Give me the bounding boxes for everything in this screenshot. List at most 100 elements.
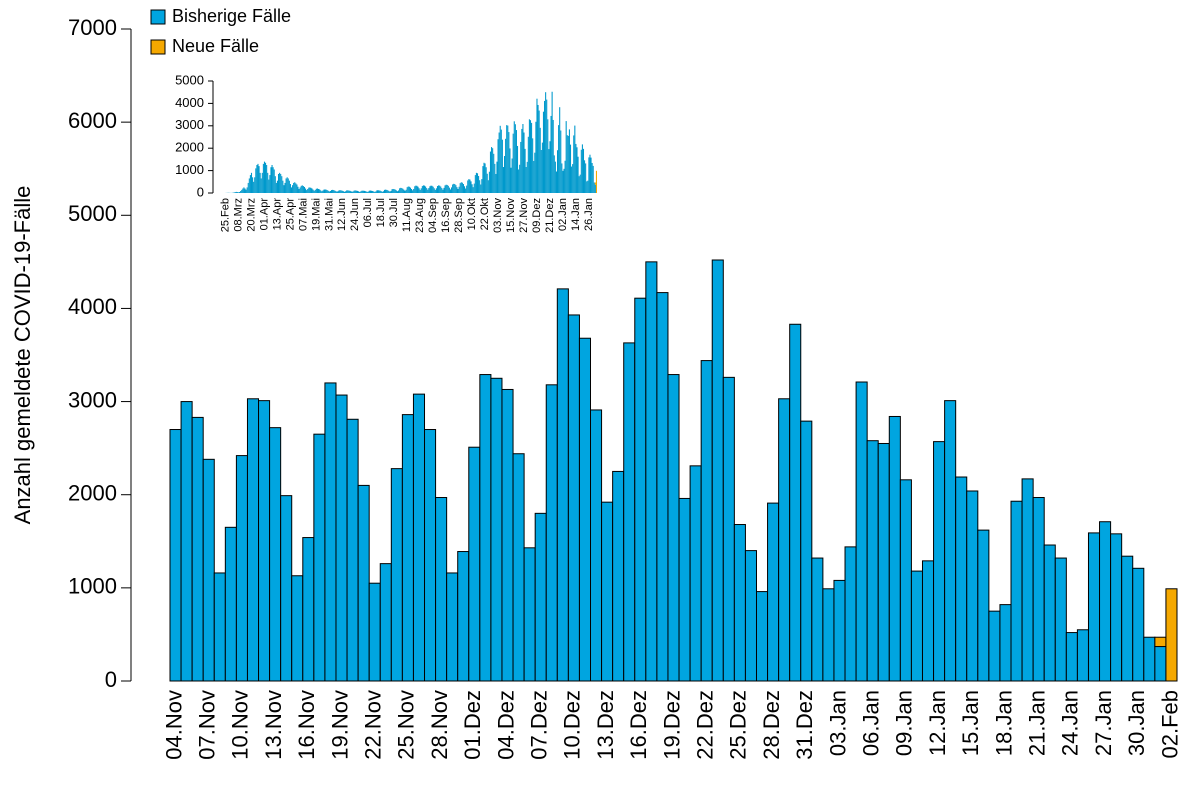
x-tick-label: 23.Aug	[414, 198, 426, 233]
bar	[493, 153, 495, 193]
bar	[435, 497, 448, 682]
x-tick-label: 19.Nov	[327, 690, 352, 760]
bar	[569, 144, 572, 193]
bar	[1021, 478, 1034, 682]
bar	[744, 550, 757, 682]
x-tick-label: 01.Dez	[460, 690, 485, 760]
bar	[355, 190, 357, 193]
bar	[700, 360, 713, 682]
bar	[368, 190, 370, 193]
bar	[293, 182, 295, 193]
bar	[255, 168, 257, 193]
bar	[399, 188, 401, 193]
bar	[268, 179, 270, 193]
x-tick-label: 16.Sep	[440, 198, 452, 233]
bar	[191, 416, 204, 682]
x-tick-label: 10.Nov	[228, 690, 253, 760]
bar	[556, 288, 569, 682]
bar	[431, 185, 433, 193]
bar	[580, 149, 582, 193]
bar	[541, 142, 543, 193]
y-tick-label: 4000	[68, 294, 117, 319]
bar	[559, 107, 561, 193]
bar	[645, 261, 658, 682]
bar	[284, 182, 286, 193]
bar	[406, 187, 408, 193]
bar	[283, 185, 285, 193]
bar	[590, 157, 592, 193]
bar	[588, 157, 590, 193]
bar	[485, 167, 487, 193]
bar	[299, 187, 301, 193]
bar	[404, 190, 406, 193]
bar	[1121, 555, 1134, 682]
bar	[275, 182, 277, 193]
bar	[933, 441, 946, 682]
bar	[656, 292, 669, 682]
bar	[424, 429, 437, 682]
x-tick-label: 09.Dez	[531, 198, 543, 233]
bar	[524, 148, 526, 193]
bar	[412, 190, 414, 193]
x-tick-label: 13.Apr	[271, 198, 283, 231]
bar	[533, 160, 535, 193]
bar	[267, 172, 269, 193]
bar	[361, 190, 363, 193]
bar	[516, 145, 519, 193]
bar	[855, 381, 868, 682]
bar	[553, 155, 555, 193]
bar	[528, 119, 530, 193]
x-tick-label: 04.Dez	[493, 690, 518, 760]
x-tick-label: 27.Jan	[1091, 690, 1116, 756]
bar	[324, 382, 337, 682]
bar	[552, 119, 554, 193]
bar	[246, 187, 248, 193]
bar	[324, 189, 326, 193]
bar	[578, 176, 580, 193]
bar	[844, 546, 857, 682]
x-tick-label: 15.Jan	[958, 690, 983, 756]
bar	[315, 188, 317, 193]
bar	[239, 191, 241, 193]
x-tick-label: 18.Jul	[375, 198, 387, 227]
bar	[445, 184, 447, 193]
bar	[363, 190, 365, 193]
bar	[311, 188, 313, 193]
bar	[667, 374, 680, 682]
x-tick-label: 13.Nov	[261, 690, 286, 760]
bar	[589, 154, 591, 193]
bar	[407, 186, 409, 193]
bar	[277, 173, 280, 193]
bar	[405, 189, 407, 193]
bar	[241, 189, 243, 193]
bar	[595, 170, 597, 193]
y-tick-label: 3000	[68, 387, 117, 412]
bar	[471, 184, 473, 193]
bar	[1132, 567, 1145, 682]
bar	[310, 187, 312, 193]
bar	[322, 190, 324, 193]
bar	[427, 189, 429, 193]
bar	[474, 175, 476, 193]
bar	[390, 190, 392, 193]
bar	[522, 124, 524, 193]
bar	[722, 376, 735, 682]
bar	[562, 170, 564, 193]
y-tick-label: 5000	[68, 201, 117, 226]
bar	[577, 156, 579, 193]
bar	[287, 178, 289, 193]
bar	[425, 186, 427, 193]
bar	[409, 187, 411, 193]
bar	[297, 186, 299, 193]
bar	[689, 465, 702, 682]
bar	[280, 173, 282, 193]
bar	[519, 164, 521, 193]
bar	[279, 172, 281, 193]
bar	[349, 190, 351, 193]
bar	[877, 442, 890, 682]
bar	[532, 138, 534, 193]
bar	[430, 185, 432, 193]
bar	[364, 190, 366, 193]
bar	[274, 176, 276, 193]
bar	[591, 162, 593, 193]
